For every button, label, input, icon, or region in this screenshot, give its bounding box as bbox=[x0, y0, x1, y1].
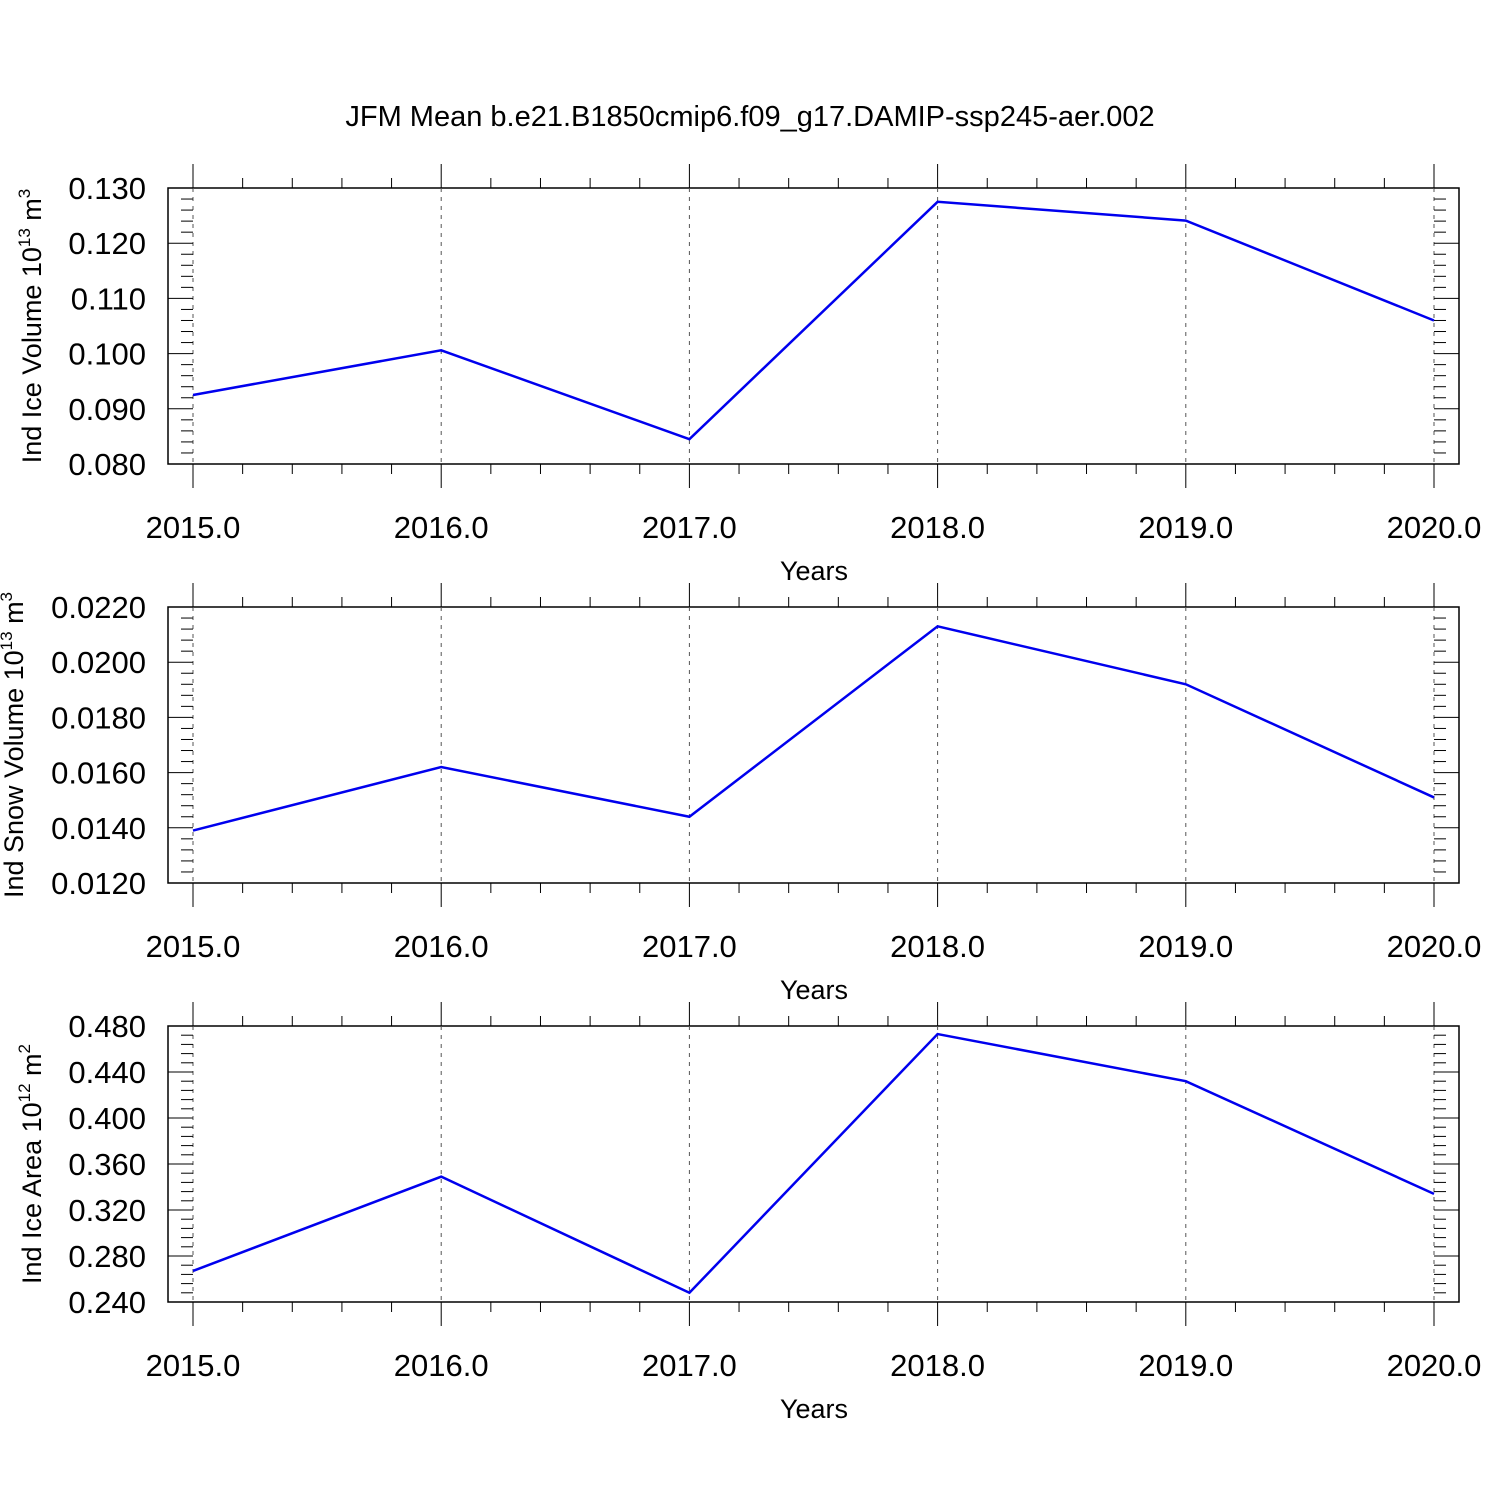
plot-frame bbox=[167, 187, 1460, 465]
y-tick-label: 0.0160 bbox=[51, 756, 146, 791]
x-tick-label: 2019.0 bbox=[1138, 929, 1233, 964]
y-tick-label: 0.0120 bbox=[51, 866, 146, 901]
x-tick-label: 2020.0 bbox=[1387, 510, 1482, 545]
y-axis-label-superscript: 13 bbox=[15, 228, 34, 247]
y-axis-label: Ind Snow Volume 1013 m3 bbox=[0, 592, 29, 898]
x-tick-label: 2017.0 bbox=[642, 510, 737, 545]
y-tick-label: 0.100 bbox=[68, 337, 146, 372]
y-tick-label: 0.240 bbox=[68, 1285, 146, 1320]
y-tick-label: 0.0220 bbox=[51, 590, 146, 625]
x-tick-label: 2016.0 bbox=[394, 929, 489, 964]
x-axis-label: Years bbox=[780, 975, 848, 1005]
x-tick-label: 2018.0 bbox=[890, 510, 985, 545]
x-tick-label: 2015.0 bbox=[146, 929, 241, 964]
y-tick-label: 0.090 bbox=[68, 392, 146, 427]
x-tick-label: 2016.0 bbox=[394, 1348, 489, 1383]
y-tick-label: 0.320 bbox=[68, 1193, 146, 1228]
x-tick-label: 2020.0 bbox=[1387, 1348, 1482, 1383]
y-axis-label-superscript: 12 bbox=[15, 1083, 34, 1102]
x-tick-label: 2020.0 bbox=[1387, 929, 1482, 964]
x-tick-label: 2018.0 bbox=[890, 929, 985, 964]
panel-1: 2015.0 2016.0 2017.0 2018.0 2019.0 2020.0 0.08… bbox=[15, 164, 1481, 586]
y-axis-label-part: m bbox=[0, 601, 29, 631]
x-tick-label: 2017.0 bbox=[642, 1348, 737, 1383]
x-tick-label: 2015.0 bbox=[146, 510, 241, 545]
x-tick-label: 2018.0 bbox=[890, 1348, 985, 1383]
x-tick-label: 2015.0 bbox=[146, 1348, 241, 1383]
y-tick-label: 0.400 bbox=[68, 1101, 146, 1136]
y-axis-label-part: Ind Ice Volume 10 bbox=[17, 247, 47, 463]
panels: 2015.0 2016.0 2017.0 2018.0 2019.0 2020.0 0.08… bbox=[0, 164, 1481, 1424]
panel-3: 2015.0 2016.0 2017.0 2018.0 2019.0 2020.0 0.24… bbox=[15, 1002, 1481, 1424]
y-axis-label-part: Ind Ice Area 10 bbox=[17, 1102, 47, 1284]
x-axis-label: Years bbox=[780, 1394, 848, 1424]
y-tick-label: 0.120 bbox=[68, 226, 146, 261]
y-axis-label-superscript: 3 bbox=[15, 189, 34, 198]
x-axis-label: Years bbox=[780, 556, 848, 586]
chart-title: JFM Mean b.e21.B1850cmip6.f09_g17.DAMIP-… bbox=[345, 101, 1154, 133]
panel-2: 2015.0 2016.0 2017.0 2018.0 2019.0 2020.0 0.01… bbox=[0, 583, 1481, 1005]
x-tick-label: 2019.0 bbox=[1138, 1348, 1233, 1383]
x-tick-label: 2016.0 bbox=[394, 510, 489, 545]
y-axis-label-part: m bbox=[17, 1053, 47, 1083]
x-tick-label: 2017.0 bbox=[642, 929, 737, 964]
y-tick-label: 0.110 bbox=[71, 281, 146, 316]
y-tick-label: 0.0200 bbox=[51, 645, 146, 680]
y-axis-label-part: Ind Snow Volume 10 bbox=[0, 650, 29, 898]
y-axis-label: Ind Ice Area 1012 m2 bbox=[15, 1044, 47, 1284]
y-tick-label: 0.0180 bbox=[51, 700, 146, 735]
series-line bbox=[192, 1032, 1435, 1295]
y-axis-label-superscript: 3 bbox=[0, 592, 16, 601]
series-line bbox=[192, 200, 1435, 441]
x-tick-label: 2019.0 bbox=[1138, 510, 1233, 545]
y-tick-label: 0.280 bbox=[68, 1239, 146, 1274]
series-line bbox=[192, 624, 1435, 832]
y-axis-label: Ind Ice Volume 1013 m3 bbox=[15, 189, 47, 464]
y-tick-label: 0.480 bbox=[68, 1009, 146, 1044]
y-tick-label: 0.360 bbox=[68, 1147, 146, 1182]
y-axis-label-superscript: 13 bbox=[0, 631, 16, 650]
y-tick-label: 0.0140 bbox=[51, 811, 146, 846]
y-tick-label: 0.440 bbox=[68, 1055, 146, 1090]
plot-frame bbox=[167, 606, 1460, 884]
y-tick-label: 0.080 bbox=[68, 447, 146, 482]
y-axis-label-superscript: 2 bbox=[15, 1044, 34, 1053]
y-axis-label-part: m bbox=[17, 198, 47, 228]
y-tick-label: 0.130 bbox=[68, 171, 146, 206]
